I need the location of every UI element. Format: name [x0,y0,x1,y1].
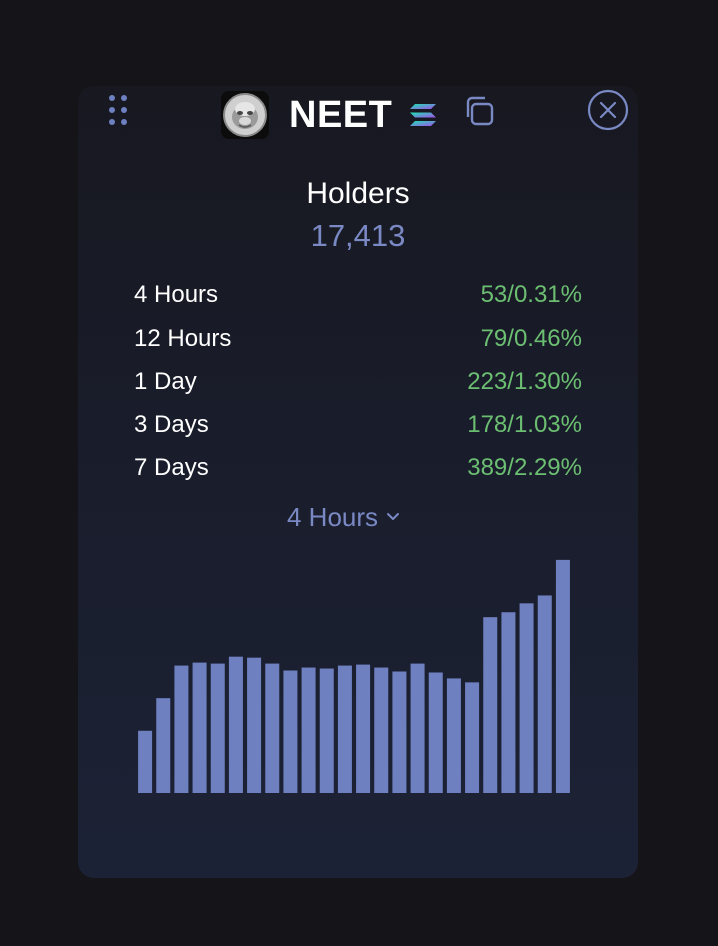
chart-bar-11 [319,668,334,793]
chart-bar-8 [265,663,280,793]
chart-bar-5 [210,663,225,793]
stat-value: 178/1.03% [467,410,582,440]
stat-separator: / [507,368,514,395]
stat-percent: 1.30% [513,368,582,395]
chart-bar-15 [392,671,407,793]
stat-value: 53/0.31% [481,280,582,310]
stat-count: 223 [467,368,508,395]
chart-bar-4 [192,662,207,793]
chart-bar-13 [356,664,371,793]
stat-count: 178 [467,411,508,438]
chart-bar-20 [483,617,498,793]
stat-row-3-days: 3 Days 178/1.03% [134,410,582,440]
stat-row-12-hours: 12 Hours 79/0.46% [134,324,582,354]
stat-row-1-day: 1 Day 223/1.30% [134,367,582,397]
stat-count: 53 [480,281,508,308]
chart-bar-17 [428,672,443,793]
stat-count: 389 [467,454,508,481]
stat-separator: / [507,411,514,438]
chart-bar-3 [174,665,189,793]
chevron-down-icon [387,513,400,521]
chart-bar-10 [301,667,316,793]
chart-bar-18 [446,678,461,793]
stat-percent: 1.03% [513,411,582,438]
stat-separator: / [507,454,514,481]
chart-bar-1 [138,730,153,793]
token-avatar [221,91,269,139]
stat-row-4-hours: 4 Hours 53/0.31% [134,280,582,310]
stat-label: 4 Hours [134,281,219,308]
holders-bar-chart [138,559,570,793]
drag-handle-icon[interactable] [109,95,127,125]
stat-percent: 2.29% [513,454,582,481]
chart-bar-2 [156,698,171,793]
chart-bar-12 [337,665,352,793]
period-select-value: 4 Hours [287,502,379,532]
stat-separator: / [507,325,514,352]
stat-value: 79/0.46% [481,324,582,354]
stat-label: 3 Days [134,411,209,438]
stat-separator: / [507,281,514,308]
stat-percent: 0.31% [513,281,582,308]
solana-icon [410,104,436,126]
chart-bar-19 [465,682,480,793]
stat-row-7-days: 7 Days 389/2.29% [134,453,582,483]
stat-count: 79 [480,325,508,352]
chart-bar-14 [374,667,389,793]
stat-label: 7 Days [134,454,209,481]
stat-value: 223/1.30% [467,367,582,397]
chart-bar-21 [501,612,516,793]
chart-bar-24 [555,559,570,793]
stat-percent: 0.46% [513,325,582,352]
stat-label: 12 Hours [134,325,232,352]
close-icon[interactable] [587,89,629,131]
chart-bar-7 [247,657,262,793]
copy-icon[interactable] [463,95,495,127]
stat-label: 1 Day [134,368,197,395]
period-select[interactable]: 4 Hours [287,501,402,533]
token-name: NEET [289,94,393,136]
holders-count: 17,413 [310,218,406,253]
chart-bar-9 [283,670,298,793]
stat-value: 389/2.29% [467,453,582,483]
chart-bar-23 [537,595,552,793]
chart-bar-16 [410,663,425,793]
chart-bar-22 [519,603,534,793]
chart-bar-6 [228,656,243,793]
holders-title: Holders [306,177,410,210]
